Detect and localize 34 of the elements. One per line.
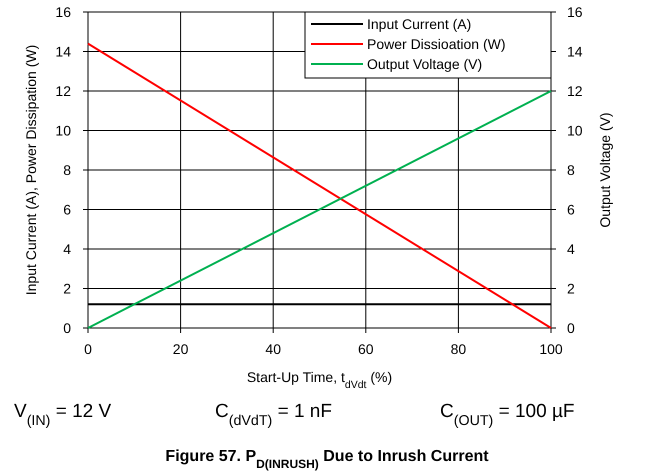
y2-tick-label: 6 — [567, 202, 575, 218]
text: V$_{(IN)}$ = 12 V — [14, 401, 112, 429]
y-tick-label: 8 — [63, 162, 72, 178]
y2-tick-label: 16 — [567, 4, 583, 20]
y-tick-label: 2 — [63, 280, 72, 296]
y2-tick-label: 10 — [567, 122, 583, 138]
y-tick-label: 14 — [55, 44, 72, 60]
y2-tick-label: 14 — [567, 44, 583, 60]
legend-label: Output Voltage (V) — [367, 56, 482, 72]
y-tick-label: 16 — [55, 4, 72, 20]
x-axis-title: Start-Up Time, t$_{dVdt}$ (%) — [246, 369, 392, 391]
y2-tick-label: 2 — [567, 280, 575, 296]
y-tick-label: 4 — [63, 241, 72, 257]
text: C$_{(dVdT)}$ = 1 nF — [215, 401, 332, 429]
text: C$_{(OUT)}$ = 100 µF — [440, 401, 574, 429]
x-tick-label: 40 — [265, 341, 282, 357]
y-tick-label: 6 — [63, 202, 72, 218]
x-tick-label: 60 — [358, 341, 374, 357]
y2-tick-label: 4 — [567, 241, 575, 257]
x-tick-label: 0 — [84, 341, 92, 357]
y-tick-label: 0 — [63, 320, 72, 336]
y-tick-label: 10 — [55, 122, 72, 138]
x-tick-label: 20 — [172, 341, 189, 357]
legend-label: Power Dissioation (W) — [367, 36, 506, 52]
y2-tick-label: 8 — [567, 162, 575, 178]
y2-tick-label: 0 — [567, 320, 575, 336]
y-tick-label: 12 — [55, 83, 72, 99]
y2-axis-title: Output Voltage (V) — [597, 112, 613, 228]
legend-label: Input Current (A) — [367, 16, 472, 32]
text: Figure 57. P$_{D(INRUSH)}$ Due to Inrush Current — [165, 448, 490, 471]
y2-tick-label: 12 — [567, 83, 583, 99]
y-axis-title: Input Current (A), Power Dissipation (W) — [23, 44, 39, 296]
x-tick-label: 100 — [539, 341, 563, 357]
x-tick-label: 80 — [450, 341, 466, 357]
